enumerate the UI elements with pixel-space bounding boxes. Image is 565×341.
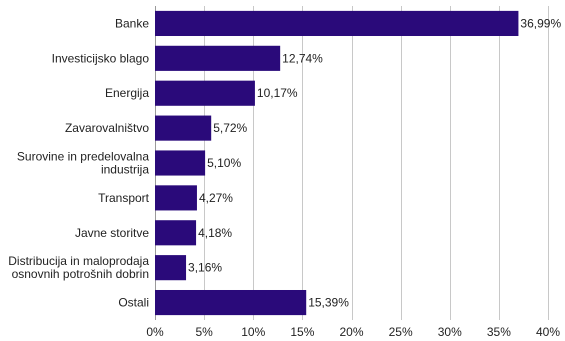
category-label: Ostali bbox=[118, 296, 149, 310]
x-tick-label: 30% bbox=[438, 325, 462, 339]
data-label: 5,72% bbox=[213, 121, 247, 135]
data-label: 10,17% bbox=[257, 86, 298, 100]
category-label: Zavarovalništvo bbox=[65, 121, 149, 135]
x-tick-label: 35% bbox=[487, 325, 511, 339]
bar bbox=[155, 220, 197, 246]
data-label: 3,16% bbox=[188, 261, 222, 275]
bar bbox=[155, 255, 187, 281]
x-tick-labels: 0% 5% 10% 15% 20% 25% 30% 35% 40% bbox=[146, 325, 560, 339]
x-tick-label: 15% bbox=[290, 325, 314, 339]
data-labels: 36,99% 12,74% 10,17% 5,72% 5,10% 4,27% 4,18% 3,… bbox=[188, 16, 561, 309]
data-label: 5,10% bbox=[207, 156, 241, 170]
bars bbox=[155, 10, 519, 316]
category-label: Investicijsko blago bbox=[52, 51, 150, 65]
data-label: 12,74% bbox=[282, 51, 323, 65]
x-tick-label: 5% bbox=[195, 325, 213, 339]
bar bbox=[155, 150, 206, 176]
category-label: Distribucija in maloprodaja osnovnih potr… bbox=[8, 254, 149, 281]
bar bbox=[155, 45, 281, 71]
x-tick-label: 25% bbox=[389, 325, 413, 339]
bar bbox=[155, 80, 255, 106]
bar bbox=[155, 289, 307, 316]
category-labels: Banke Investicijsko blago Energija Zavarova… bbox=[8, 16, 149, 309]
category-label: Energija bbox=[105, 86, 149, 100]
bar bbox=[155, 10, 519, 37]
data-label: 36,99% bbox=[520, 16, 561, 30]
bar bbox=[155, 185, 197, 211]
bar bbox=[155, 115, 212, 141]
category-label: Javne storitve bbox=[75, 226, 149, 240]
x-tick-label: 20% bbox=[339, 325, 363, 339]
data-label: 4,18% bbox=[198, 226, 232, 240]
category-label: Transport bbox=[98, 191, 150, 205]
data-label: 15,39% bbox=[308, 296, 349, 310]
x-tick-label: 10% bbox=[241, 325, 265, 339]
x-tick-label: 40% bbox=[536, 325, 560, 339]
data-label: 4,27% bbox=[199, 191, 233, 205]
category-label: Banke bbox=[115, 16, 149, 30]
category-label: Surovine in predelovalna industrija bbox=[17, 150, 149, 177]
x-tick-label: 0% bbox=[146, 325, 164, 339]
